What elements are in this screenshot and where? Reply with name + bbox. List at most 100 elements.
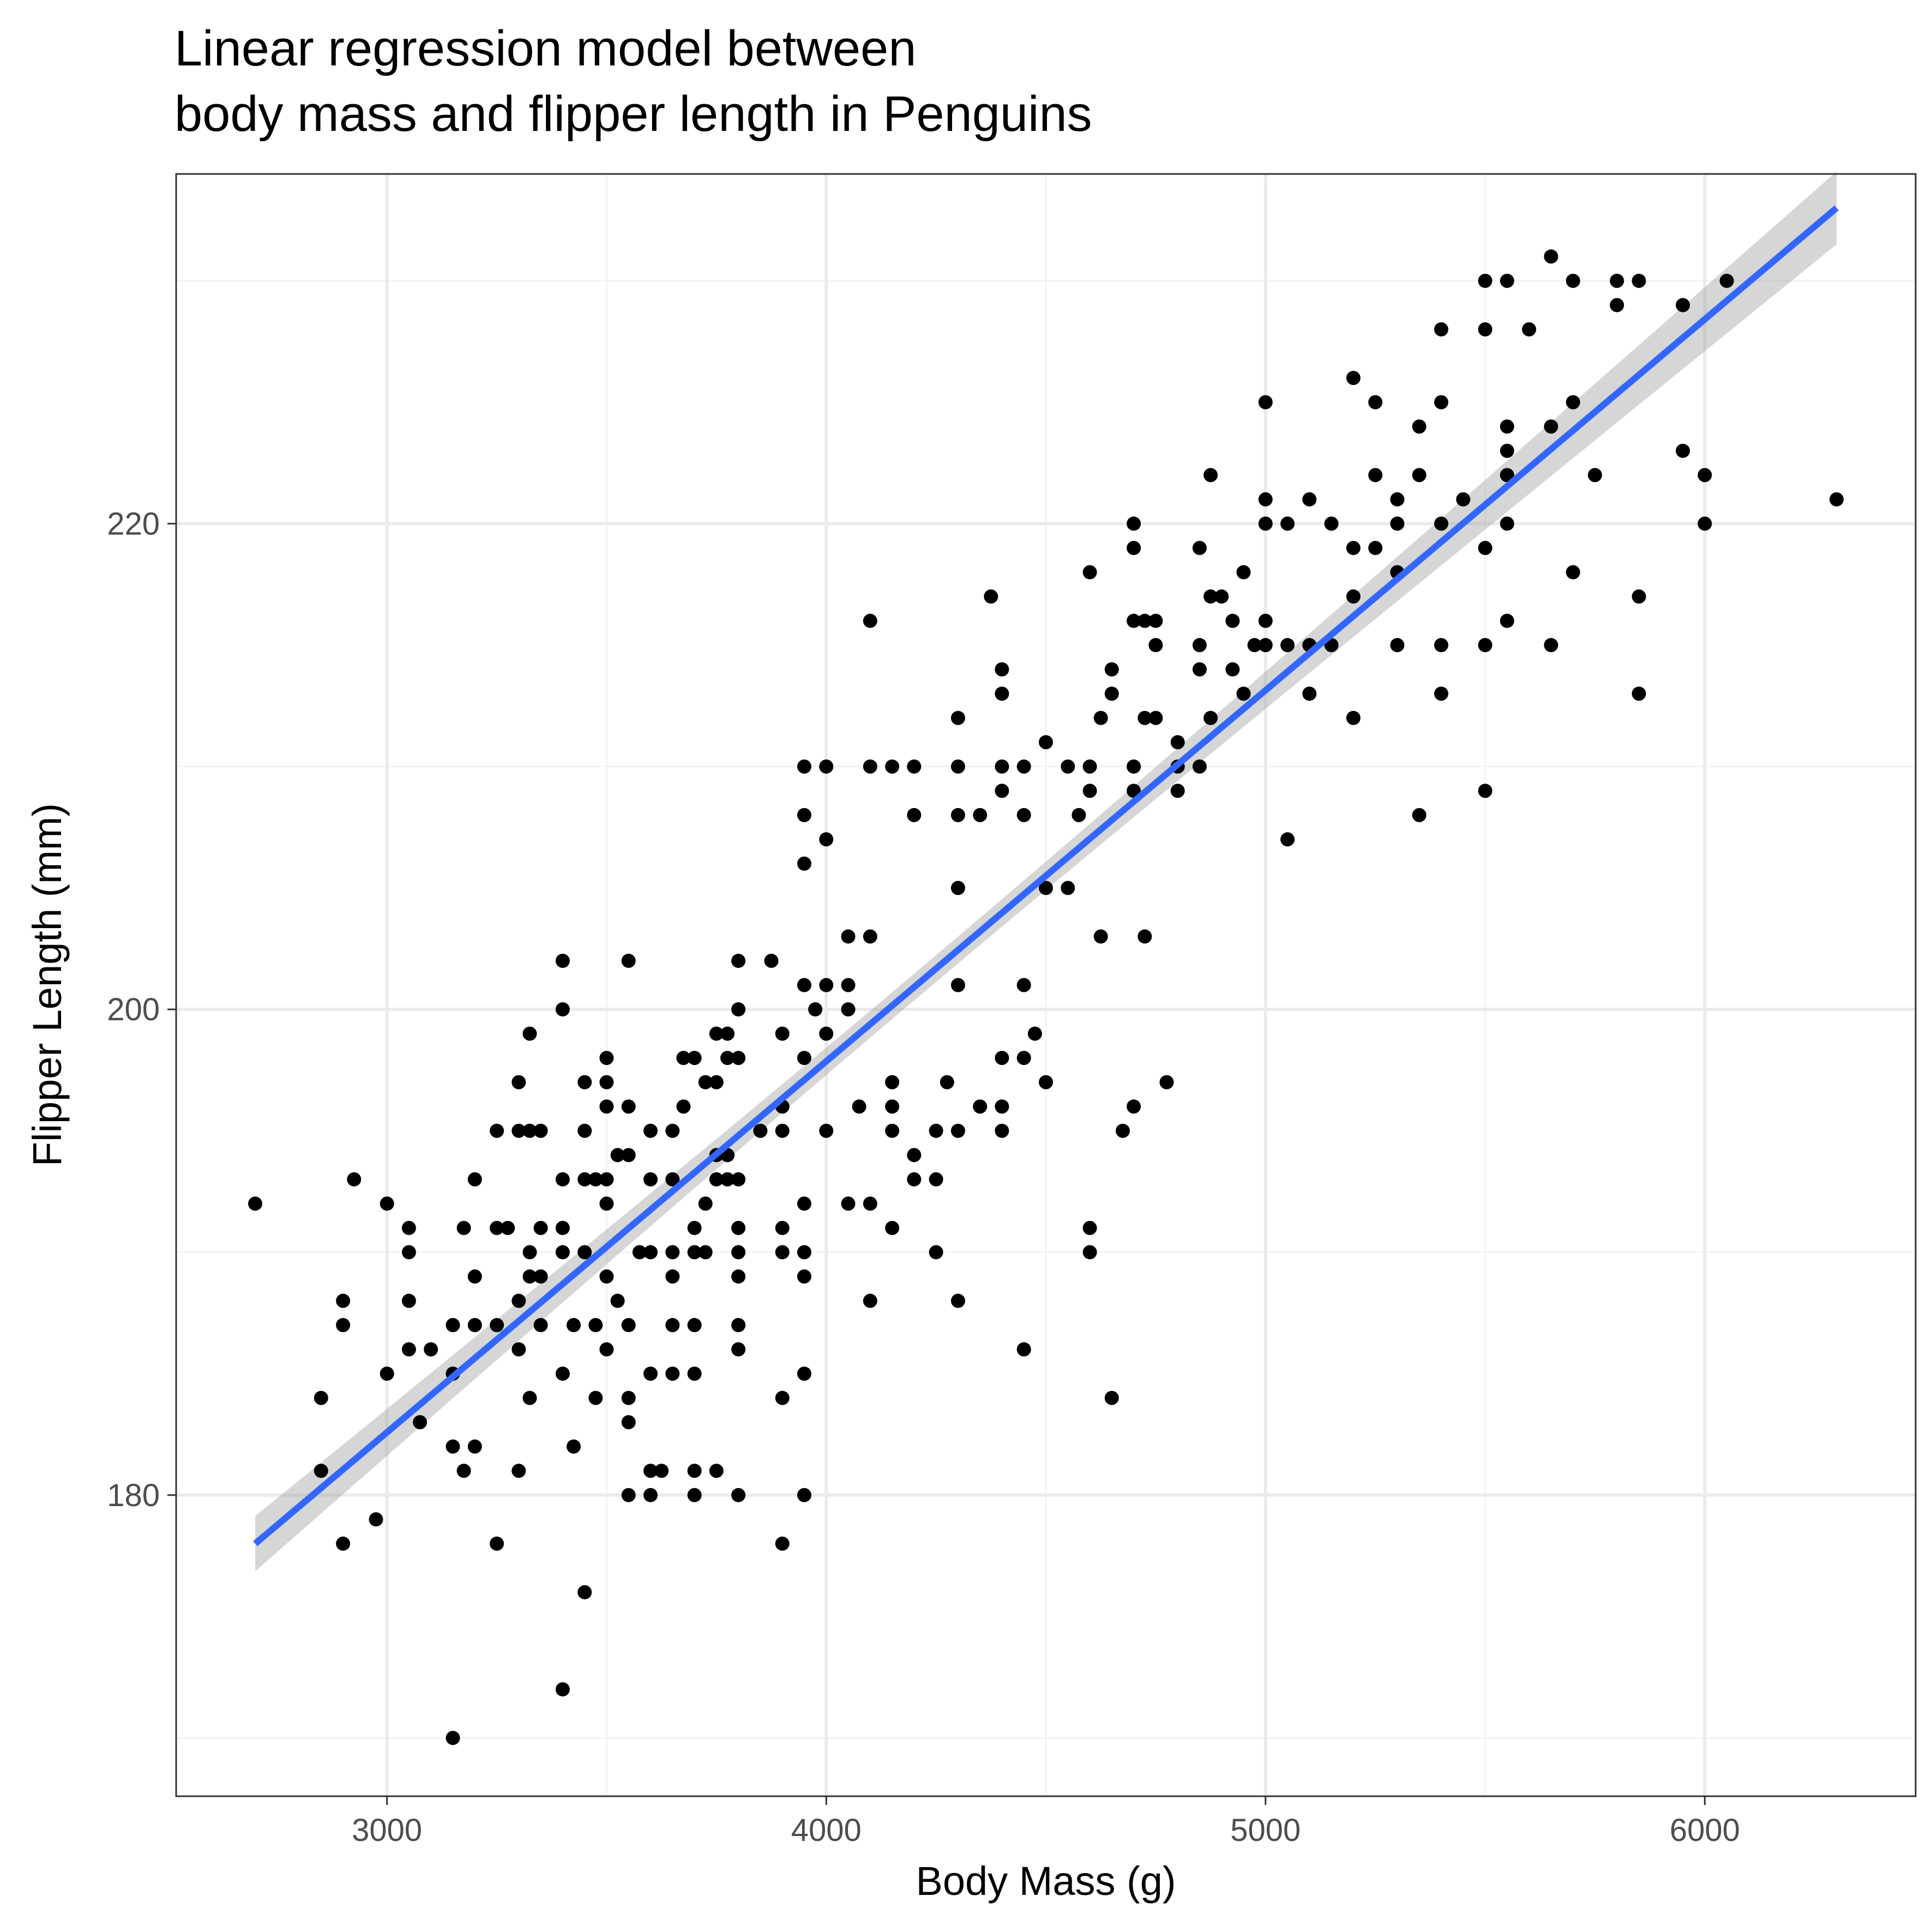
data-point	[819, 978, 834, 992]
data-point	[1192, 662, 1207, 677]
data-point	[1258, 516, 1273, 531]
data-point	[621, 1148, 636, 1163]
data-point	[511, 1342, 526, 1357]
data-point	[401, 1293, 416, 1308]
data-point	[764, 954, 779, 968]
data-point	[885, 1099, 900, 1114]
data-point	[863, 929, 877, 944]
data-point	[1368, 540, 1383, 555]
data-point	[248, 1196, 262, 1211]
data-point	[687, 1464, 702, 1478]
data-point	[577, 1075, 592, 1090]
data-point	[709, 1075, 724, 1090]
data-point	[643, 1464, 658, 1478]
x-tick-label: 4000	[791, 1813, 862, 1848]
data-point	[456, 1464, 471, 1478]
data-point	[1082, 1220, 1097, 1235]
data-point	[1258, 395, 1273, 410]
data-point	[808, 1002, 823, 1016]
data-point	[698, 1196, 713, 1211]
data-point	[555, 1245, 570, 1260]
data-point	[1632, 274, 1646, 288]
data-point	[1192, 638, 1207, 652]
data-point	[720, 1051, 735, 1066]
data-point	[1061, 881, 1075, 895]
data-point	[555, 1367, 570, 1381]
data-point	[1027, 1026, 1042, 1041]
data-point	[599, 1342, 614, 1357]
data-point	[665, 1123, 680, 1138]
data-point	[501, 1220, 515, 1235]
data-point	[643, 1123, 658, 1138]
data-point	[621, 1415, 636, 1430]
data-point	[995, 1051, 1009, 1066]
data-point	[698, 1245, 713, 1260]
data-point	[731, 1342, 746, 1357]
data-point	[522, 1245, 537, 1260]
regression-line	[253, 205, 1839, 1546]
data-point	[709, 1464, 724, 1478]
data-point	[1137, 711, 1152, 725]
data-point	[1434, 638, 1448, 652]
data-point	[1478, 322, 1492, 336]
data-point	[907, 1148, 922, 1163]
data-point	[599, 1196, 614, 1211]
data-point	[1676, 298, 1690, 312]
data-point	[456, 1220, 471, 1235]
data-point	[1478, 274, 1492, 288]
data-point	[610, 1293, 625, 1308]
x-axis: 3000 4000 5000 6000	[352, 1796, 1740, 1848]
data-point	[632, 1245, 647, 1260]
data-point	[588, 1391, 603, 1405]
data-point	[929, 1172, 943, 1187]
data-point	[1203, 711, 1218, 725]
data-point	[1566, 395, 1580, 410]
data-point	[973, 808, 988, 822]
data-point	[1632, 589, 1646, 604]
data-point	[599, 1051, 614, 1066]
data-point	[1016, 759, 1031, 774]
data-point	[1280, 516, 1295, 531]
data-point	[687, 1220, 702, 1235]
regression-line-group	[253, 205, 1839, 1546]
data-point	[533, 1123, 548, 1138]
data-point	[1698, 516, 1712, 531]
data-point	[1104, 662, 1119, 677]
data-point	[643, 1488, 658, 1502]
data-point	[841, 929, 856, 944]
data-point	[1192, 540, 1207, 555]
data-point	[1214, 589, 1229, 604]
data-point	[940, 1075, 954, 1090]
data-point	[380, 1196, 394, 1211]
data-point	[950, 759, 965, 774]
data-point	[797, 1051, 811, 1066]
data-point	[665, 1367, 680, 1381]
data-point	[401, 1245, 416, 1260]
data-point	[863, 613, 877, 628]
data-point	[1500, 443, 1514, 458]
data-point	[995, 687, 1009, 701]
data-point	[1082, 759, 1097, 774]
data-point	[1566, 274, 1580, 288]
data-point	[599, 1075, 614, 1090]
data-point	[577, 1585, 592, 1599]
data-point	[1478, 540, 1492, 555]
data-point	[424, 1342, 438, 1357]
data-point	[1434, 516, 1448, 531]
data-point	[665, 1172, 680, 1187]
data-point	[950, 711, 965, 725]
data-point	[347, 1172, 362, 1187]
data-point	[950, 1123, 965, 1138]
data-point	[380, 1367, 394, 1381]
data-point	[819, 832, 834, 847]
data-point	[950, 1293, 965, 1308]
data-point	[1456, 492, 1471, 507]
data-point	[1093, 929, 1108, 944]
data-point	[1434, 687, 1448, 701]
data-point	[336, 1293, 351, 1308]
data-point	[533, 1318, 548, 1332]
data-point	[1137, 929, 1152, 944]
data-point	[1587, 468, 1602, 483]
data-point	[1170, 784, 1185, 798]
